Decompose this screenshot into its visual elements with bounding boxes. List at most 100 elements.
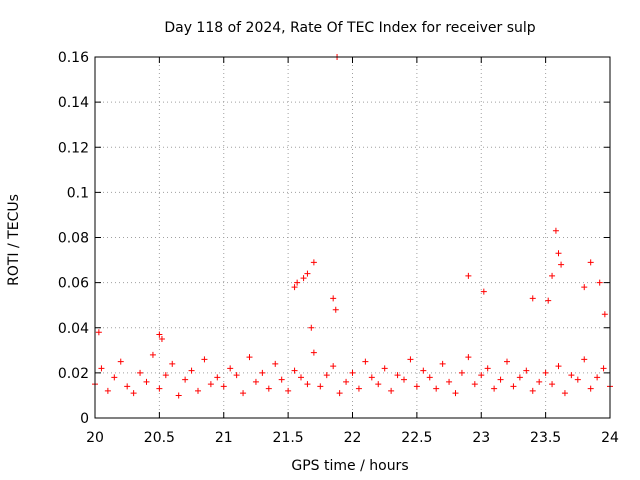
data-point <box>491 385 498 392</box>
data-point <box>349 369 356 376</box>
data-point <box>471 381 478 388</box>
x-tick-label: 23.5 <box>530 430 561 446</box>
x-tick-label: 21 <box>215 430 233 446</box>
chart-title: Day 118 of 2024, Rate Of TEC Index for r… <box>164 20 535 36</box>
data-point <box>143 378 150 385</box>
data-point <box>561 390 568 397</box>
data-point <box>158 336 165 343</box>
data-point <box>117 358 124 365</box>
data-point <box>310 259 317 266</box>
data-point <box>111 374 118 381</box>
plot-frame <box>94 56 611 419</box>
data-point <box>304 270 311 277</box>
x-tick-label: 23 <box>472 430 490 446</box>
data-point <box>600 365 607 372</box>
data-point <box>375 381 382 388</box>
y-tick-label: 0.08 <box>58 231 89 247</box>
data-point <box>587 385 594 392</box>
data-point <box>227 365 234 372</box>
data-point <box>552 227 559 234</box>
data-point <box>368 374 375 381</box>
data-point <box>291 367 298 374</box>
data-point <box>156 331 163 338</box>
data-point <box>272 360 279 367</box>
data-point <box>252 378 259 385</box>
y-tick-label: 0.14 <box>58 95 89 111</box>
x-tick-label: 22.5 <box>401 430 432 446</box>
data-point <box>446 378 453 385</box>
data-point <box>581 284 588 291</box>
data-point <box>298 374 304 381</box>
data-point <box>233 372 240 379</box>
data-point <box>504 358 510 365</box>
data-point <box>536 378 543 385</box>
data-point <box>182 376 189 383</box>
data-point <box>246 354 253 361</box>
data-point <box>433 385 440 392</box>
data-point <box>574 376 581 383</box>
y-axis-label: ROTI / TECUs <box>6 194 22 286</box>
data-point <box>285 387 292 394</box>
data-point <box>516 374 523 381</box>
data-point <box>169 360 176 367</box>
data-point <box>323 372 330 379</box>
data-point <box>188 367 195 374</box>
data-point <box>201 356 208 363</box>
y-tick-label: 0.04 <box>58 321 89 337</box>
data-point <box>214 374 221 381</box>
data-point <box>545 297 552 304</box>
data-point <box>420 367 427 374</box>
data-point <box>175 392 182 399</box>
data-point <box>291 284 298 291</box>
data-point <box>130 390 137 397</box>
data-point <box>413 383 420 390</box>
data-point <box>523 367 530 374</box>
data-point <box>594 374 601 381</box>
data-point <box>195 387 201 394</box>
y-tick-label: 0.02 <box>58 366 89 382</box>
data-point <box>510 383 517 390</box>
data-point <box>529 387 536 394</box>
data-point <box>300 275 307 282</box>
data-point <box>308 324 315 331</box>
x-tick-label: 20 <box>86 430 104 446</box>
data-points <box>92 54 613 399</box>
data-point <box>330 295 337 302</box>
x-tick-label: 24 <box>601 430 619 446</box>
data-point <box>480 288 487 295</box>
data-point <box>330 363 337 370</box>
data-point <box>478 372 485 379</box>
data-point <box>355 385 362 392</box>
data-point <box>484 365 491 372</box>
data-point <box>317 383 324 390</box>
data-point <box>137 369 144 376</box>
axis-ticks: 20 20.5 21 21.5 22 22.5 23 23.5 24 0 0.02 0.04 0.06 0… <box>58 50 619 446</box>
data-point <box>156 385 163 392</box>
data-point <box>465 272 472 279</box>
data-point <box>149 351 156 358</box>
data-point <box>294 279 301 286</box>
data-point <box>426 374 433 381</box>
data-point <box>401 376 407 383</box>
data-point <box>497 376 504 383</box>
data-point <box>304 381 311 388</box>
data-point <box>265 385 272 392</box>
data-point <box>388 387 395 394</box>
data-point <box>98 365 105 372</box>
data-point <box>407 356 414 363</box>
data-point <box>529 295 536 302</box>
data-point <box>259 369 266 376</box>
data-point <box>220 383 227 390</box>
data-point <box>587 259 594 266</box>
data-point <box>343 378 350 385</box>
data-point <box>207 381 214 388</box>
x-tick-label: 20.5 <box>144 430 175 446</box>
data-point <box>555 363 562 370</box>
x-tick-label: 22 <box>344 430 362 446</box>
data-point <box>162 372 169 379</box>
data-point <box>332 306 339 313</box>
data-point <box>555 250 562 257</box>
data-point <box>278 376 285 383</box>
data-point <box>558 261 565 268</box>
